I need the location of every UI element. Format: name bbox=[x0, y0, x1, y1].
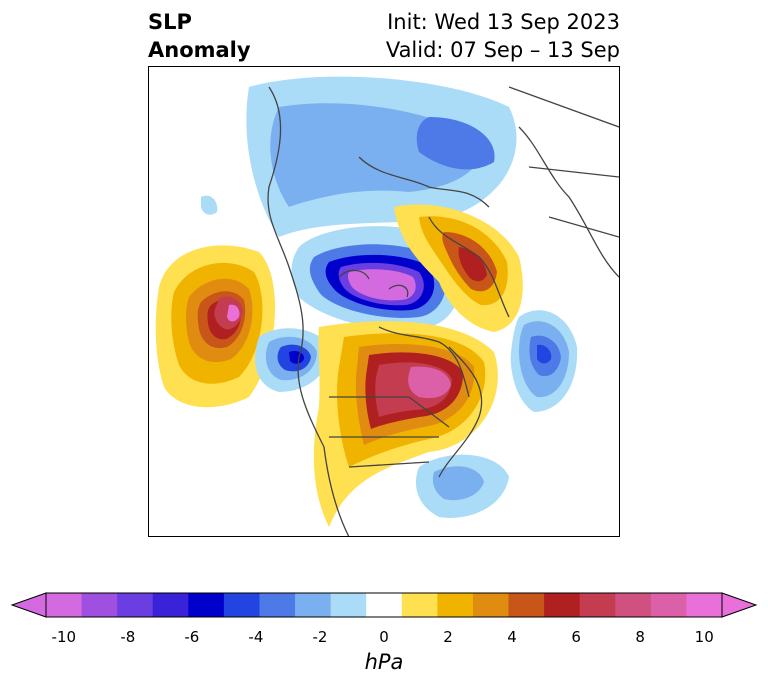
map-dates: Init: Wed 13 Sep 2023 Valid: 07 Sep – 13… bbox=[386, 8, 620, 64]
colorbar-segment bbox=[117, 593, 154, 617]
colorbar bbox=[10, 592, 758, 618]
colorbar-segment bbox=[46, 593, 83, 617]
colorbar-tick-label: 2 bbox=[443, 628, 453, 646]
colorbar-tick-label: -10 bbox=[51, 628, 77, 646]
colorbar-segment bbox=[437, 593, 474, 617]
colorbar-extend-high bbox=[721, 592, 758, 618]
colorbar-segment bbox=[650, 593, 687, 617]
colorbar-tick-label: -2 bbox=[312, 628, 328, 646]
colorbar-tick-label: 6 bbox=[571, 628, 581, 646]
colorbar-segment bbox=[686, 593, 723, 617]
colorbar-segment bbox=[579, 593, 616, 617]
colorbar-segment bbox=[615, 593, 652, 617]
coastlines bbox=[267, 86, 619, 536]
colorbar-segment bbox=[259, 593, 296, 617]
valid-range: Valid: 07 Sep – 13 Sep bbox=[385, 38, 620, 62]
colorbar-tick-label: -6 bbox=[184, 628, 200, 646]
init-date: Init: Wed 13 Sep 2023 bbox=[387, 10, 620, 34]
colorbar-segment bbox=[188, 593, 225, 617]
colorbar-segment bbox=[330, 593, 367, 617]
slp-anomaly-map bbox=[148, 66, 620, 537]
title-anomaly: Anomaly bbox=[148, 38, 251, 62]
colorbar-segment bbox=[295, 593, 332, 617]
colorbar-segment bbox=[81, 593, 118, 617]
colorbar-label: hPa bbox=[364, 650, 404, 674]
map-title: SLP Anomaly bbox=[148, 8, 251, 64]
colorbar-extend-low bbox=[10, 592, 47, 618]
anomaly-contours bbox=[155, 76, 578, 527]
colorbar-segment bbox=[223, 593, 260, 617]
map-svg bbox=[155, 76, 619, 536]
colorbar-tick-label: 8 bbox=[635, 628, 645, 646]
colorbar-segment bbox=[152, 593, 189, 617]
colorbar-segment bbox=[366, 593, 403, 617]
colorbar-outline bbox=[45, 592, 723, 618]
colorbar-tick-label: 0 bbox=[379, 628, 389, 646]
colorbar-segment bbox=[544, 593, 581, 617]
colorbar-segment bbox=[508, 593, 545, 617]
colorbar-tick-label: 10 bbox=[694, 628, 714, 646]
colorbar-tick-label: -4 bbox=[248, 628, 264, 646]
colorbar-tick-label: 4 bbox=[507, 628, 517, 646]
colorbar-tick-label: -8 bbox=[120, 628, 136, 646]
title-slp: SLP bbox=[148, 10, 192, 34]
colorbar-segment bbox=[472, 593, 510, 617]
colorbar-segment bbox=[401, 593, 438, 617]
